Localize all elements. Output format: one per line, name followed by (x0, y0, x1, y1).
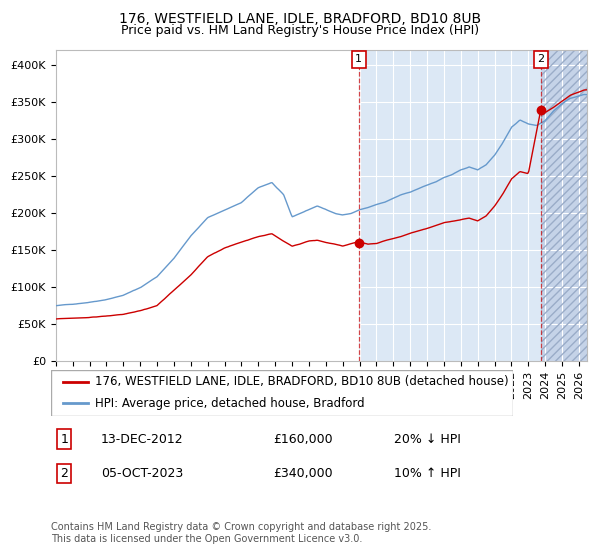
Text: 176, WESTFIELD LANE, IDLE, BRADFORD, BD10 8UB (detached house): 176, WESTFIELD LANE, IDLE, BRADFORD, BD1… (95, 376, 509, 389)
Text: 1: 1 (60, 432, 68, 446)
FancyBboxPatch shape (51, 370, 513, 416)
Text: 05-OCT-2023: 05-OCT-2023 (101, 467, 184, 480)
Text: Contains HM Land Registry data © Crown copyright and database right 2025.
This d: Contains HM Land Registry data © Crown c… (51, 522, 431, 544)
Text: £160,000: £160,000 (273, 432, 332, 446)
Text: 1: 1 (355, 54, 362, 64)
Text: 20% ↓ HPI: 20% ↓ HPI (394, 432, 461, 446)
Bar (359, 50, 541, 361)
Text: 2: 2 (538, 54, 545, 64)
Bar (56, 50, 359, 361)
Text: Price paid vs. HM Land Registry's House Price Index (HPI): Price paid vs. HM Land Registry's House … (121, 24, 479, 36)
Text: HPI: Average price, detached house, Bradford: HPI: Average price, detached house, Brad… (95, 396, 365, 409)
Text: 176, WESTFIELD LANE, IDLE, BRADFORD, BD10 8UB: 176, WESTFIELD LANE, IDLE, BRADFORD, BD1… (119, 12, 481, 26)
Bar (541, 50, 587, 361)
Bar (541, 50, 587, 361)
Text: 10% ↑ HPI: 10% ↑ HPI (394, 467, 461, 480)
Text: 2: 2 (60, 467, 68, 480)
Text: 13-DEC-2012: 13-DEC-2012 (101, 432, 184, 446)
Text: £340,000: £340,000 (273, 467, 332, 480)
